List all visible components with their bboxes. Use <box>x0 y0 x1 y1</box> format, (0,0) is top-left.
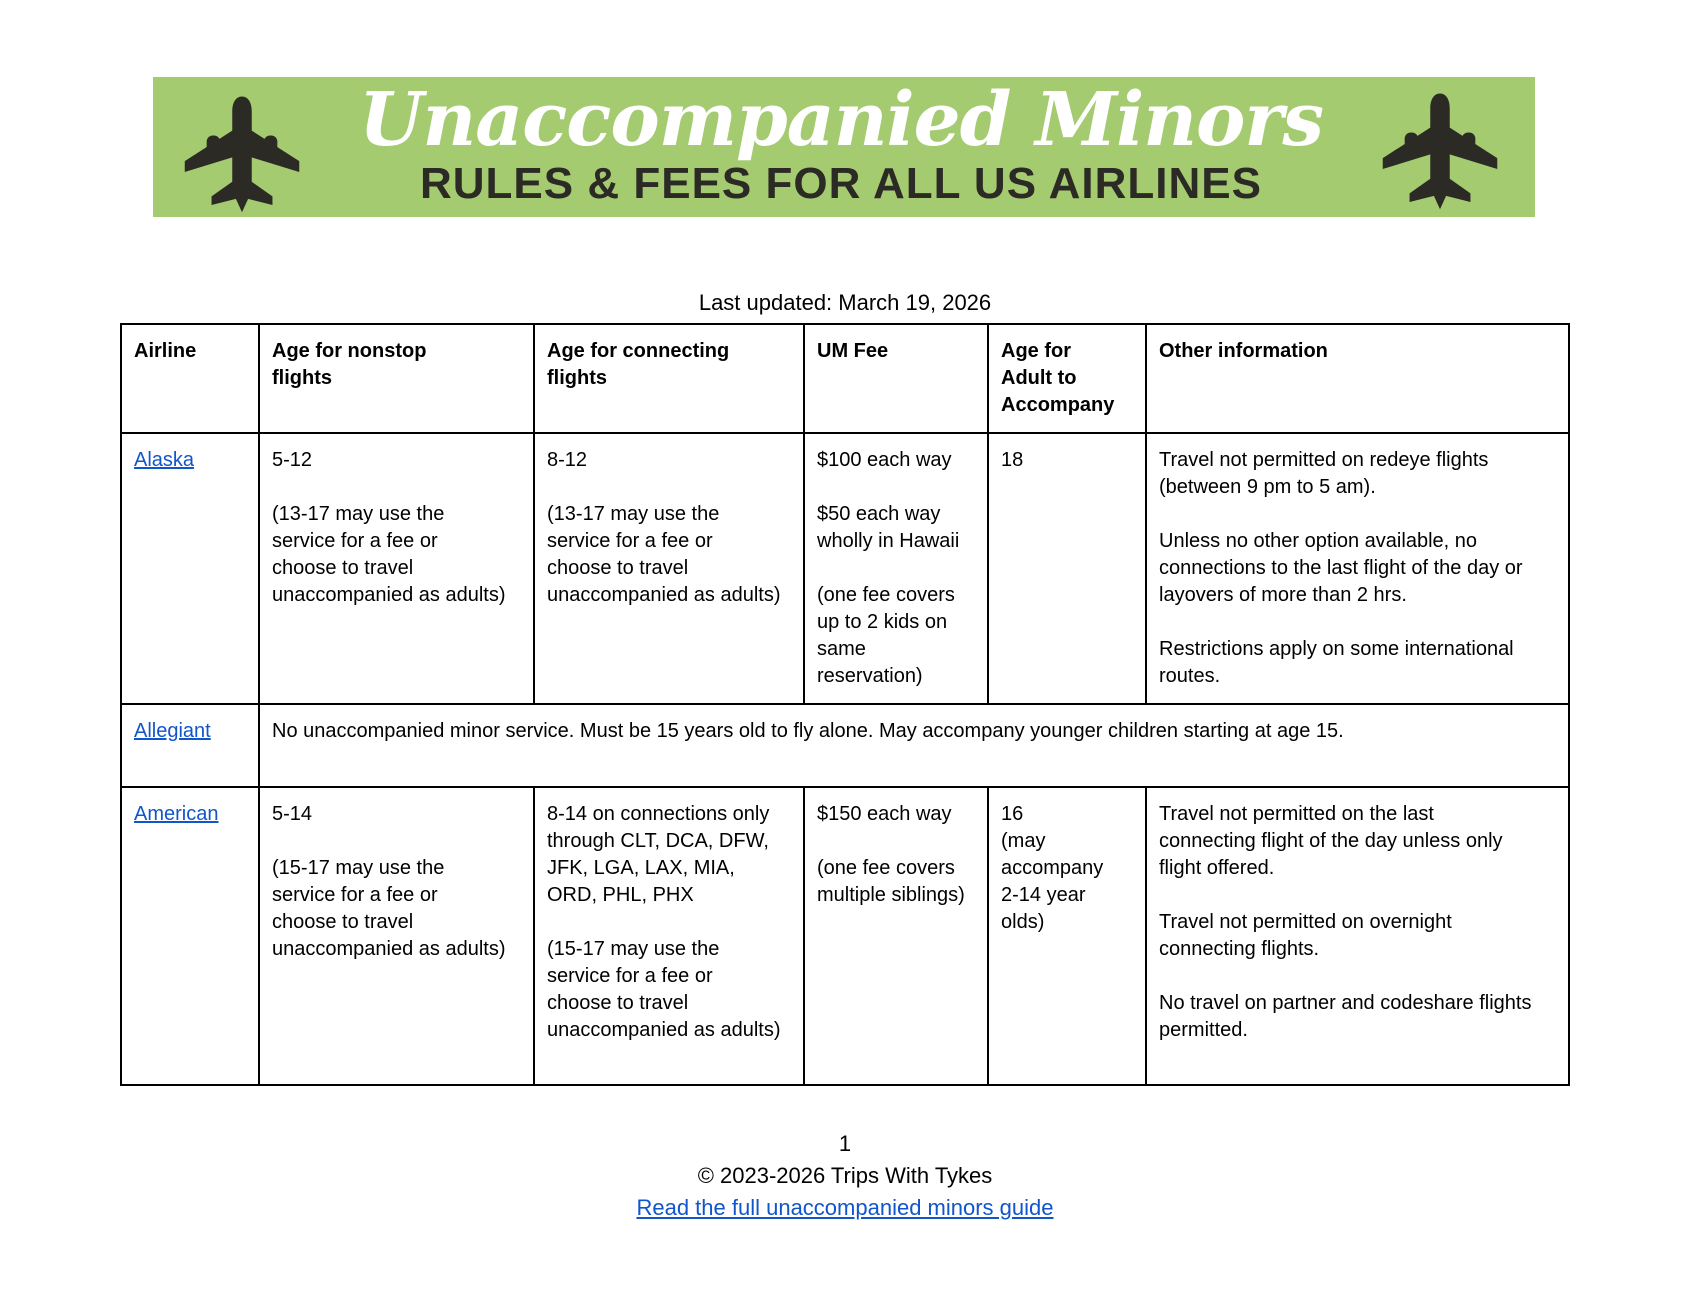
table-row-alaska: Alaska 5-12 (13-17 may use the service f… <box>120 432 1570 705</box>
page-footer: 1 © 2023-2026 Trips With Tykes Read the … <box>0 1128 1690 1224</box>
banner-text: Unaccompanied Minors RULES & FEES FOR AL… <box>309 81 1373 209</box>
copyright-text: © 2023-2026 Trips With Tykes <box>697 1163 993 1188</box>
cell-age-nonstop: 5-14 (15-17 may use the service for a fe… <box>258 786 535 1086</box>
cell-other-info: Travel not permitted on redeye flights (… <box>1145 432 1570 705</box>
header-airline: Airline <box>120 323 260 434</box>
page-number: 1 <box>838 1131 852 1156</box>
header-age-nonstop: Age for nonstop flights <box>258 323 535 434</box>
airline-link-american[interactable]: American <box>134 803 219 825</box>
cell-age-connecting: 8-12 (13-17 may use the service for a fe… <box>533 432 805 705</box>
cell-airline: American <box>120 786 260 1086</box>
cell-other-info: Travel not permitted on the last connect… <box>1145 786 1570 1086</box>
header-other-info: Other information <box>1145 323 1570 434</box>
cell-airline: Alaska <box>120 432 260 705</box>
header-um-fee: UM Fee <box>803 323 989 434</box>
um-rules-table: Airline Age for nonstop flights Age for … <box>120 323 1570 1086</box>
table-row-american: American 5-14 (15-17 may use the service… <box>120 786 1570 1086</box>
header-age-adult: Age for Adult to Accompany <box>987 323 1147 434</box>
banner: Unaccompanied Minors RULES & FEES FOR AL… <box>153 77 1535 217</box>
cell-age-adult: 18 <box>987 432 1147 705</box>
full-guide-link[interactable]: Read the full unaccompanied minors guide <box>636 1195 1054 1220</box>
cell-airline: Allegiant <box>120 703 260 788</box>
cell-um-fee: $100 each way $50 each way wholly in Haw… <box>803 432 989 705</box>
banner-subtitle: RULES & FEES FOR ALL US AIRLINES <box>420 159 1262 208</box>
table-header-row: Airline Age for nonstop flights Age for … <box>120 323 1570 434</box>
cell-age-nonstop: 5-12 (13-17 may use the service for a fe… <box>258 432 535 705</box>
header-age-connecting: Age for connecting flights <box>533 323 805 434</box>
cell-um-fee: $150 each way (one fee covers multiple s… <box>803 786 989 1086</box>
banner-title: Unaccompanied Minors <box>358 77 1324 163</box>
table-row-allegiant: Allegiant No unaccompanied minor service… <box>120 703 1570 788</box>
airline-link-alaska[interactable]: Alaska <box>134 449 195 471</box>
airplane-icon-left <box>184 96 300 213</box>
airline-link-allegiant[interactable]: Allegiant <box>134 720 211 742</box>
cell-age-connecting: 8-14 on connections only through CLT, DC… <box>533 786 805 1086</box>
cell-age-adult: 16 (may accompany 2-14 year olds) <box>987 786 1147 1086</box>
cell-allegiant-note: No unaccompanied minor service. Must be … <box>258 703 1570 788</box>
last-updated-text: Last updated: March 19, 2026 <box>698 290 992 315</box>
airplane-icon-right <box>1382 93 1498 210</box>
